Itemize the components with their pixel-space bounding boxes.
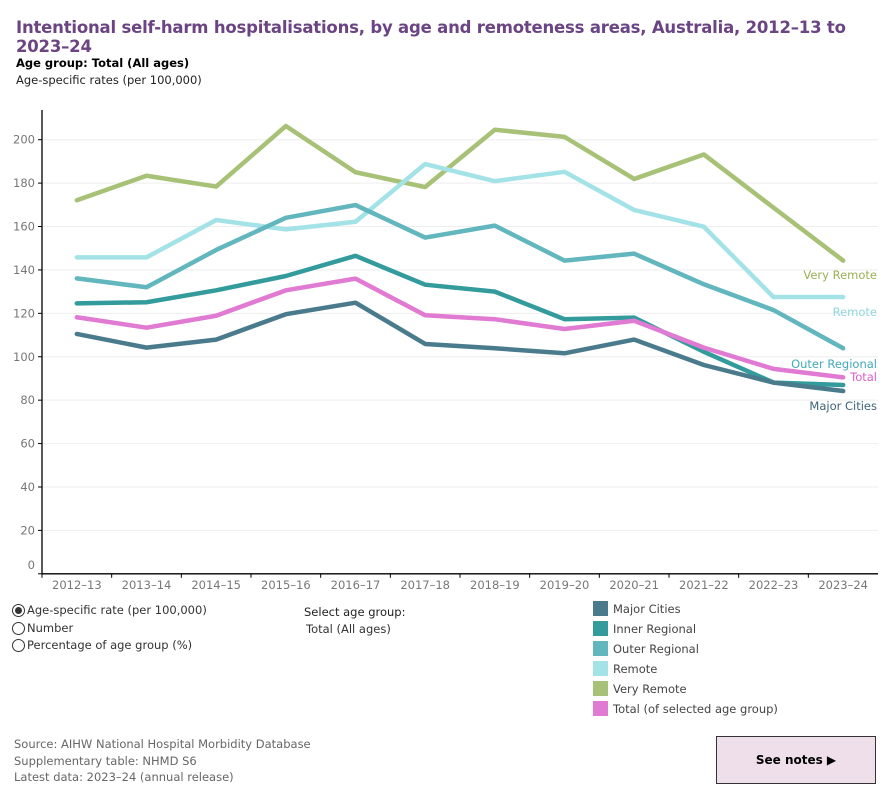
x-tick-label: 2020–21 xyxy=(609,578,659,592)
series-line-total xyxy=(74,276,846,380)
series-line-very-remote xyxy=(74,123,846,263)
legend-item[interactable]: Outer Regional xyxy=(593,641,699,656)
legend-swatch xyxy=(593,621,608,636)
age-group-subtitle: Age group: Total (All ages) xyxy=(16,56,190,70)
y-tick-label: 180 xyxy=(13,176,35,190)
radio-label: Age-specific rate (per 100,000) xyxy=(27,603,207,617)
source-text: Source: AIHW National Hospital Morbidity… xyxy=(14,737,311,751)
y-tick-label: 160 xyxy=(13,220,35,234)
legend-item[interactable]: Very Remote xyxy=(593,681,687,696)
legend-swatch xyxy=(593,661,608,676)
select-age-group-label: Select age group: xyxy=(304,605,406,619)
x-tick-label: 2014–15 xyxy=(191,578,241,592)
x-tick-label: 2018–19 xyxy=(470,578,520,592)
radio-label: Number xyxy=(27,621,74,635)
x-tick-label: 2012–13 xyxy=(52,578,102,592)
legend-item[interactable]: Remote xyxy=(593,661,657,676)
series-end-label: Outer Regional xyxy=(791,357,877,371)
series-line-outer-regional xyxy=(74,202,846,351)
x-tick-label: 2022–23 xyxy=(749,578,799,592)
series-end-label: Remote xyxy=(833,305,877,319)
radio-age-specific-rate[interactable]: Age-specific rate (per 100,000) xyxy=(12,603,207,617)
series-end-label: Total xyxy=(849,370,877,384)
y-tick-label: 80 xyxy=(20,393,35,407)
legend-label: Outer Regional xyxy=(613,641,699,656)
series-end-label: Very Remote xyxy=(803,268,877,282)
legend-swatch xyxy=(593,641,608,656)
radio-number[interactable]: Number xyxy=(12,621,73,635)
x-tick-label: 2016–17 xyxy=(331,578,381,592)
series-line-major-cities xyxy=(74,300,846,394)
y-tick-label: 40 xyxy=(20,480,35,494)
legend-label: Major Cities xyxy=(613,601,681,616)
x-tick-label: 2017–18 xyxy=(400,578,450,592)
y-tick-label: 200 xyxy=(13,133,35,147)
legend-label: Very Remote xyxy=(613,681,687,696)
y-tick-label: 60 xyxy=(20,437,35,451)
legend-label: Inner Regional xyxy=(613,621,697,636)
legend-swatch xyxy=(593,701,608,716)
radio-button-icon[interactable] xyxy=(12,621,25,635)
x-tick-label: 2013–14 xyxy=(122,578,172,592)
supplementary-table-text: Supplementary table: NHMD S6 xyxy=(14,754,197,768)
y-tick-label: 100 xyxy=(13,350,35,364)
legend-label: Remote xyxy=(613,661,658,676)
x-tick-label: 2015–16 xyxy=(261,578,311,592)
y-tick-label: 20 xyxy=(20,523,35,537)
radio-button-icon[interactable] xyxy=(12,603,25,617)
y-tick-label: 120 xyxy=(13,306,35,320)
measure-subtitle: Age-specific rates (per 100,000) xyxy=(16,73,202,87)
x-tick-label: 2021–22 xyxy=(679,578,729,592)
see-notes-button[interactable]: See notes ▶ xyxy=(716,736,876,784)
legend-swatch xyxy=(593,681,608,696)
legend-swatch xyxy=(593,601,608,616)
series-line-remote xyxy=(74,161,846,300)
x-tick-label: 2019–20 xyxy=(540,578,590,592)
radio-label: Percentage of age group (%) xyxy=(27,638,193,652)
x-tick-label: 2023–24 xyxy=(818,578,868,592)
chart-title: Intentional self-harm hospitalisations, … xyxy=(16,18,846,56)
series-line-inner-regional xyxy=(74,253,846,388)
radio-percentage[interactable]: Percentage of age group (%) xyxy=(12,638,192,652)
y-tick-label: 140 xyxy=(13,263,35,277)
line-chart: 0 20 40 60 80 100 120 140 160 180 200 2012–13 2013–1… xyxy=(13,110,878,592)
series-end-label: Major Cities xyxy=(809,399,877,413)
latest-data-text: Latest data: 2023–24 (annual release) xyxy=(14,770,234,784)
legend-item[interactable]: Total (of selected age group) xyxy=(593,701,778,716)
y-tick-label: 0 xyxy=(28,558,35,572)
legend-label: Total (of selected age group) xyxy=(613,701,778,716)
radio-button-icon[interactable] xyxy=(12,638,25,652)
select-age-group-value[interactable]: Total (All ages) xyxy=(306,622,391,636)
legend-item[interactable]: Major Cities xyxy=(593,601,681,616)
legend-item[interactable]: Inner Regional xyxy=(593,621,696,636)
